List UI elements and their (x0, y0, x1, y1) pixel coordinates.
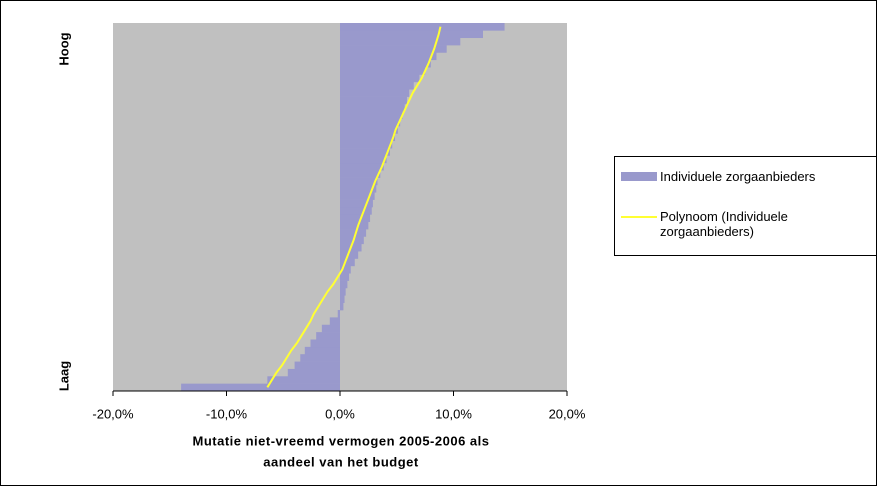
bar (340, 214, 371, 223)
legend-label: Polynoom (Individuele zorgaanbieders) (660, 209, 788, 239)
legend-label: Individuele zorgaanbieders (660, 169, 816, 184)
bar (340, 52, 437, 61)
bar (340, 251, 359, 259)
bar (340, 177, 378, 186)
bar (329, 317, 340, 326)
y-end-label: Laag (56, 361, 71, 391)
bar (267, 376, 340, 384)
bar (304, 346, 340, 355)
bar (181, 383, 340, 392)
bar (316, 332, 340, 340)
bar (294, 361, 340, 370)
bar (337, 310, 340, 318)
bar (340, 258, 355, 267)
bar (340, 236, 364, 245)
bar (340, 302, 344, 311)
bar (300, 354, 340, 362)
bar (340, 184, 377, 193)
bar (340, 23, 505, 31)
bar (340, 81, 414, 90)
bar (340, 118, 401, 127)
bar (321, 324, 340, 333)
bar (340, 148, 390, 156)
bar (340, 74, 420, 83)
bar (340, 111, 403, 119)
bar (340, 265, 351, 274)
bar (340, 207, 372, 215)
bar (340, 37, 461, 46)
trend-line (266, 26, 442, 388)
bar (340, 45, 447, 53)
bar (287, 368, 340, 377)
bar (340, 155, 387, 164)
bar (340, 96, 407, 105)
bar (340, 67, 426, 75)
bar (340, 170, 381, 178)
bar (340, 221, 369, 230)
x-tick-label: -10,0% (206, 406, 248, 421)
bar (340, 89, 410, 97)
x-axis-title: Mutatie niet-vreemd vermogen 2005-2006 a… (192, 433, 489, 448)
y-end-label: Hoog (56, 32, 71, 65)
x-tick-label: 0,0% (325, 406, 355, 421)
x-tick-label: -20,0% (92, 406, 134, 421)
x-axis-title: aandeel van het budget (263, 454, 419, 469)
bar (340, 199, 373, 208)
x-tick-label: 20,0% (549, 406, 586, 421)
bar (340, 192, 375, 200)
bar (340, 126, 398, 134)
bar (340, 103, 405, 112)
bar (340, 140, 393, 149)
legend-swatch (621, 172, 657, 181)
legend-swatch (621, 216, 657, 218)
bar (340, 162, 384, 171)
bar (340, 287, 346, 296)
bar (340, 273, 350, 281)
bar (310, 339, 340, 348)
legend: Individuele zorgaanbieders Polynoom (Ind… (614, 156, 876, 256)
bar (340, 280, 348, 289)
bar (340, 133, 396, 142)
bar (340, 59, 431, 68)
bar (340, 295, 345, 303)
bar (340, 229, 367, 237)
bar (340, 30, 484, 39)
x-tick-label: 10,0% (435, 406, 472, 421)
